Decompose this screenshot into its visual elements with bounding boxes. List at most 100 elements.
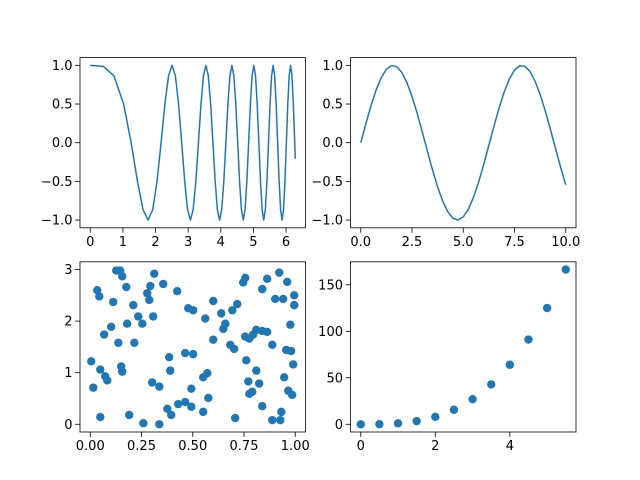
point [188,349,198,359]
plot-area [356,265,570,429]
point [130,338,139,347]
point [204,393,213,403]
point [393,419,403,428]
point [268,415,277,425]
point [258,402,267,411]
point [209,335,218,344]
x-tick-label: 3 [184,235,192,250]
axes-frame [79,57,306,229]
point [147,378,157,387]
x-tick-label: 1 [119,235,127,250]
point [487,380,496,389]
y-tick-label: −0.5 [41,175,73,190]
point [258,284,267,294]
x-tick-label: 7.5 [504,235,525,250]
x-tick-label: 0 [357,439,365,454]
y-tick-label: 100 [318,325,343,340]
point [118,367,127,376]
point [219,324,228,334]
point [173,399,183,409]
subplot: 0 2 4 0 50 100 150 [318,261,577,454]
y-tick-label: 0.0 [322,136,343,151]
point [89,383,98,392]
y-tick-label: −1.0 [311,214,343,229]
y-tick-label: 0 [64,418,72,433]
point [109,297,118,307]
point [96,365,105,374]
point [134,312,143,321]
point [278,294,288,304]
point [245,334,254,343]
point [122,319,132,328]
point [209,296,218,306]
plot-area [90,64,297,221]
point [230,413,240,423]
y-tick-label: −0.5 [311,175,343,190]
point [245,389,254,399]
point [252,366,261,375]
point [286,346,296,356]
x-tick-label: 0.0 [350,235,371,250]
axes-frame [79,261,306,433]
y-tick-label: 2 [64,315,72,330]
point [268,340,277,350]
y-tick-label: 3 [64,263,72,278]
point [146,281,155,291]
point [524,335,533,344]
point [449,405,459,414]
point [217,309,226,318]
point [375,419,384,429]
point [412,416,421,426]
point [228,306,237,315]
point [172,286,182,296]
point [356,420,365,429]
x-tick-label: 4 [217,235,225,250]
point [87,357,96,366]
point [275,268,284,277]
point [180,348,190,358]
x-tick-label: 0.50 [178,439,207,454]
point [286,320,295,329]
point [166,366,175,375]
x-tick-label: 0.75 [230,439,259,454]
point [199,407,208,417]
point [155,420,164,429]
point [103,376,112,385]
point [290,300,299,310]
point [96,412,105,422]
point [279,373,289,382]
x-tick-label: 0.00 [76,439,105,454]
point [187,384,196,393]
x-tick-label: 10.0 [551,235,580,250]
point [201,314,210,323]
x-tick-label: 0 [86,235,94,250]
y-tick-label: 1.0 [322,59,343,74]
plot-area [87,266,299,429]
point [290,291,299,300]
point [238,278,248,287]
subplot: 0.0 2.5 5.0 7.5 10.0 −1.0 −0.5 0.0 0.5 1.0 [311,57,580,250]
point [244,377,253,386]
axes-frame [350,57,577,229]
point [431,412,440,422]
point [180,397,190,407]
y-tick-label: 0.5 [52,98,73,113]
y-tick-label: 0 [335,418,343,433]
y-tick-label: −1.0 [41,214,73,229]
point [118,272,127,281]
point [542,303,552,313]
point [138,319,147,328]
point [159,279,168,289]
point [242,356,251,365]
x-tick-label: 2 [151,235,159,250]
point [276,415,285,425]
x-tick-label: 2.5 [402,235,423,250]
line [90,64,297,221]
point [145,295,154,305]
y-tick-label: 50 [326,371,343,386]
subplot: 0.00 0.25 0.50 0.75 1.00 0 1 2 3 [64,261,310,454]
plot-area [360,64,567,221]
point [122,282,131,292]
point [289,360,298,369]
